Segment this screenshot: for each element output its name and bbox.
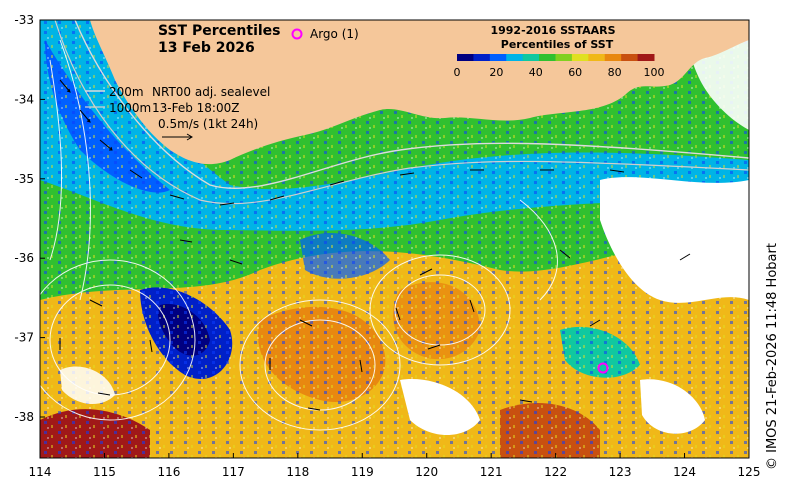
legend-1000m-label: 1000m [109,101,151,115]
y-tick-label: -35 [14,172,34,186]
x-tick-label: 121 [480,465,503,479]
y-tick-label: -34 [14,92,34,106]
colorbar-tick-label: 20 [489,66,503,79]
x-tick-label: 114 [29,465,52,479]
x-tick-label: 118 [286,465,309,479]
x-tick-label: 124 [673,465,696,479]
x-tick-label: 116 [157,465,180,479]
colorbar-swatch [588,54,606,61]
colorbar-swatch [604,54,622,61]
colorbar-tick-label: 40 [529,66,543,79]
colorbar-swatch [637,54,655,61]
colorbar-swatch [522,54,540,61]
argo-float-marker[interactable] [597,362,609,374]
colorbar-tick-label: 100 [644,66,665,79]
legend-scale-arrow [162,133,193,141]
y-tick-label: -37 [14,331,34,345]
nodata-south-1 [400,379,480,435]
colorbar-swatches [457,54,655,61]
isobath-200m [74,20,749,189]
title-line-1: SST Percentiles [158,23,281,39]
y-tick-label: -33 [14,13,34,27]
x-tick-label: 119 [351,465,374,479]
legend-scale-label: 0.5m/s (1kt 24h) [158,117,258,131]
title-line-2: 13 Feb 2026 [158,40,255,56]
colorbar-swatch [555,54,573,61]
current-legend: 200m NRT00 adj. sealevel 1000m 13-Feb 18… [85,85,270,141]
x-tick-label: 117 [222,465,245,479]
argo-legend-label: Argo (1) [310,27,359,41]
legend-product-label: NRT00 adj. sealevel [152,85,270,99]
map-border [39,19,750,459]
x-tick-label: 122 [544,465,567,479]
nodata-south-2 [640,379,705,434]
colorbar: 1992-2016 SSTAARS Percentiles of SST 0 20… [454,24,665,79]
x-axis: 114 115 116 117 118 119 120 121 122 123 124 125 [29,453,761,479]
legend-200m-label: 200m [109,85,144,99]
legend-time-label: 13-Feb 18:00Z [152,101,239,115]
current-vectors [59,79,691,411]
isobath-1000m [54,20,749,205]
y-tick-label: -38 [14,410,34,424]
x-tick-label: 123 [609,465,632,479]
colorbar-swatch [539,54,556,61]
colorbar-title-1: 1992-2016 SSTAARS [490,24,615,37]
colorbar-swatch [489,54,507,61]
y-axis: -33 -34 -35 -36 -37 -38 [14,13,45,424]
colorbar-swatch [571,54,589,61]
credit-label: © IMOS 21-Feb-2026 11:48 Hobart [765,243,780,470]
colorbar-swatch [473,54,491,61]
x-tick-label: 115 [93,465,116,479]
x-tick-label: 125 [738,465,761,479]
colorbar-swatch [457,54,474,61]
colorbar-tick-label: 80 [608,66,622,79]
colorbar-tick-label: 60 [568,66,582,79]
colorbar-ticks: 0 20 40 60 80 100 [454,66,665,79]
y-tick-label: -36 [14,251,34,265]
colorbar-swatch [621,54,639,61]
colorbar-swatch [506,54,524,61]
argo-legend-icon [291,28,303,40]
colorbar-tick-label: 0 [454,66,461,79]
nodata-east [600,177,749,303]
colorbar-title-2: Percentiles of SST [501,38,614,51]
x-tick-label: 120 [415,465,438,479]
